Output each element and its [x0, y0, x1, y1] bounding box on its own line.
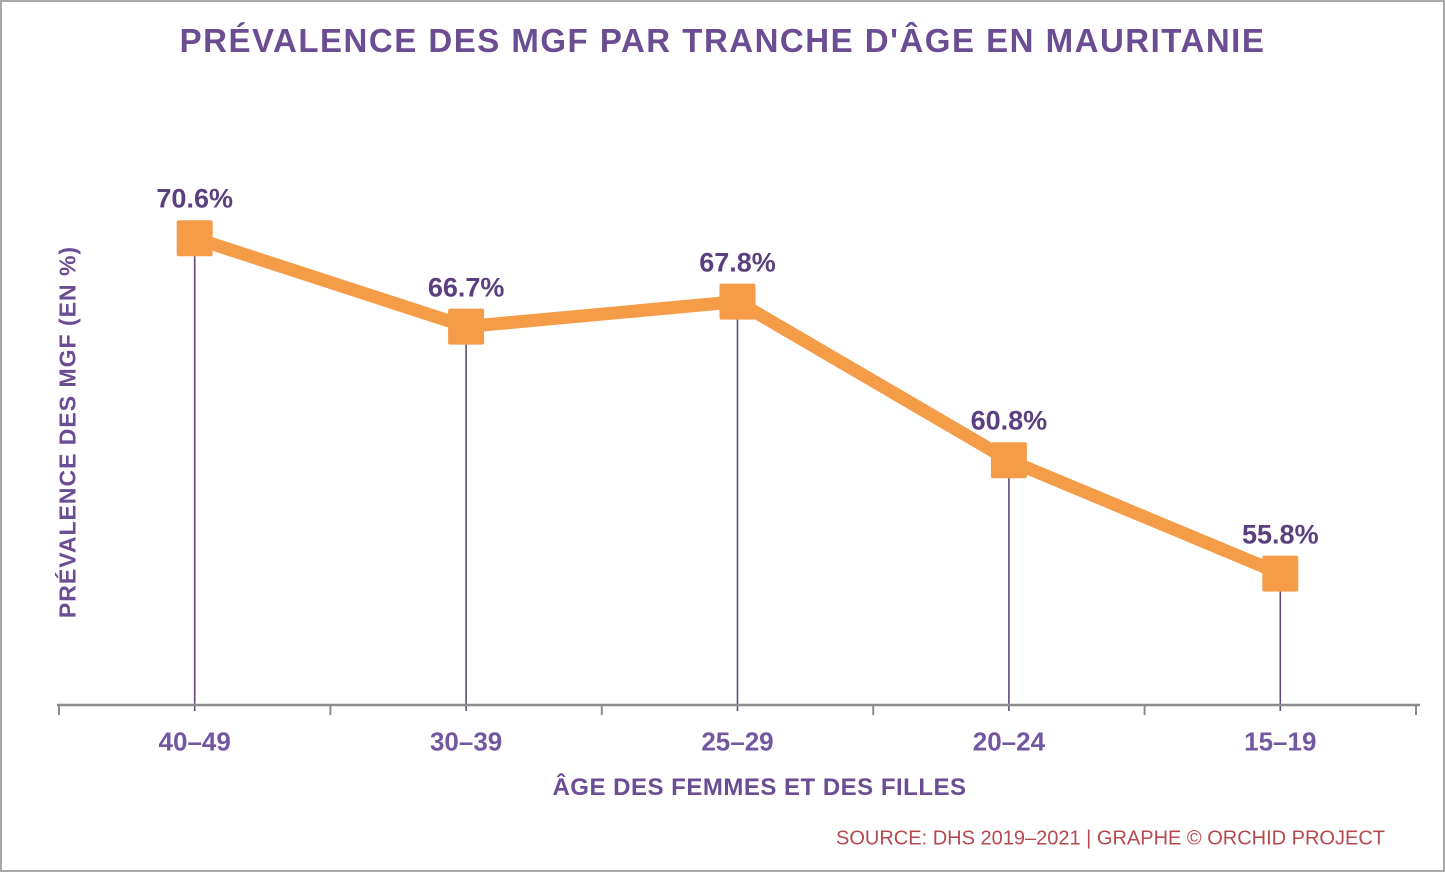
x-tick-label-15-19: 15–19: [1244, 726, 1317, 757]
data-point-marker: [1262, 555, 1299, 592]
data-label-40-49: 70.6%: [156, 183, 233, 214]
data-point-marker: [448, 308, 485, 345]
chart-title: PRÉVALENCE DES MGF PAR TRANCHE D'ÂGE EN …: [179, 22, 1266, 59]
data-label-25-29: 67.8%: [699, 247, 776, 278]
x-axis-title: ÂGE DES FEMMES ET DES FILLES: [552, 774, 967, 801]
source-note: SOURCE: DHS 2019–2021 | GRAPHE © ORCHID …: [836, 827, 1385, 850]
data-label-20-24: 60.8%: [970, 405, 1048, 436]
x-tick-label-40-49: 40–49: [158, 726, 231, 757]
x-tick-label-30-39: 30–39: [429, 726, 503, 757]
data-label-30-39: 66.7%: [427, 272, 505, 303]
data-point-marker: [990, 442, 1027, 479]
x-tick-label-20-24: 20–24: [972, 726, 1046, 757]
data-label-15-19: 55.8%: [1242, 519, 1319, 550]
data-point-marker: [176, 220, 213, 257]
data-point-marker: [719, 283, 756, 320]
x-tick-label-25-29: 25–29: [701, 726, 774, 757]
